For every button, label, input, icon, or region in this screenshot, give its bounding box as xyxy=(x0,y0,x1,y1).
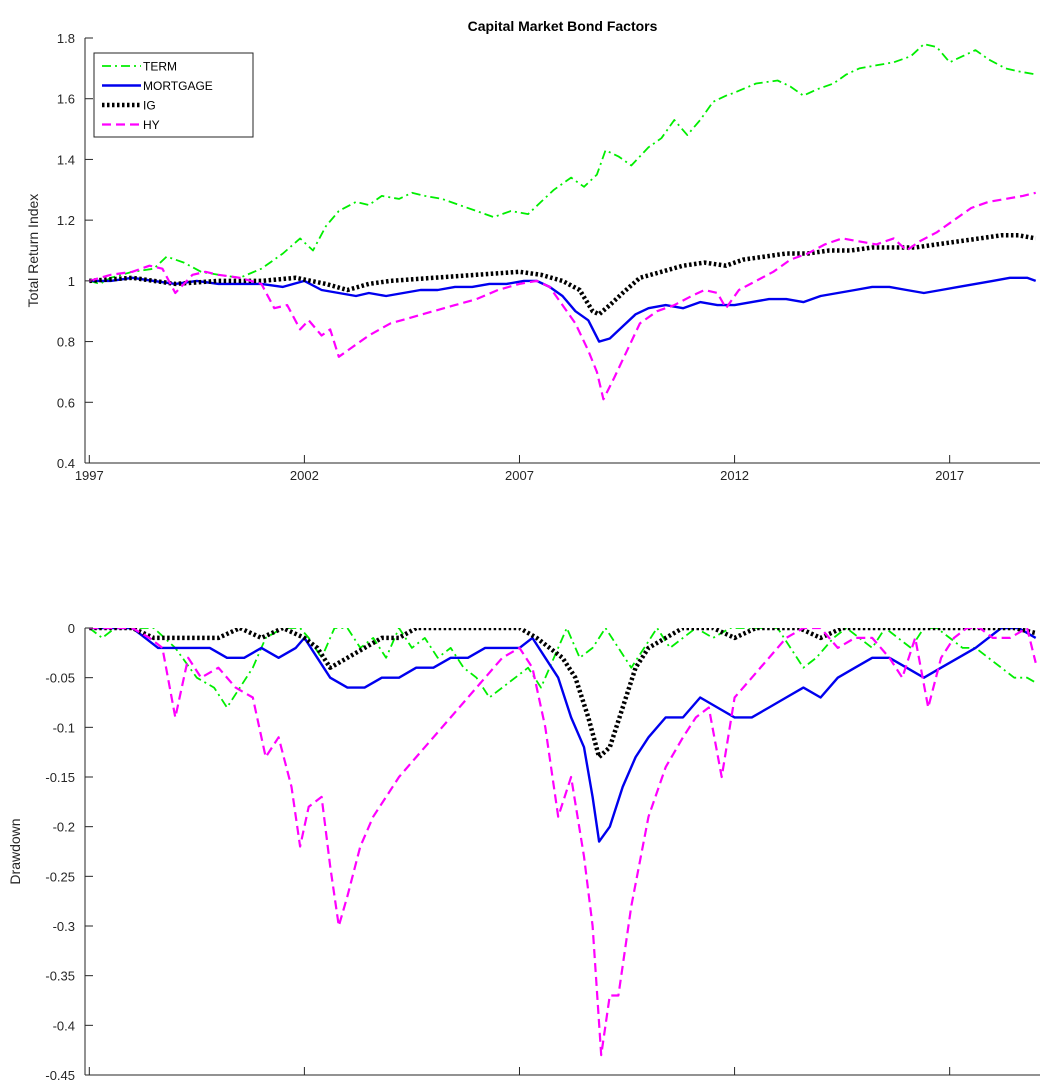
chart2-plot-area xyxy=(85,628,1040,1075)
chart1-legend-label-ig: IG xyxy=(143,99,156,113)
chart2-y-tick-label: -0.4 xyxy=(53,1018,75,1033)
chart2-y-tick-label: 0 xyxy=(68,621,75,636)
chart2-y-tick-label: -0.45 xyxy=(45,1068,75,1083)
chart1-y-axis-title: Total Return Index xyxy=(25,194,41,308)
chart1-y-tick-label: 0.4 xyxy=(57,456,75,471)
chart1-title: Capital Market Bond Factors xyxy=(468,18,658,34)
chart1-x-tick-label: 2017 xyxy=(935,468,964,483)
chart1-legend-label-hy: HY xyxy=(143,118,160,132)
chart2-y-tick-label: -0.05 xyxy=(45,671,75,686)
chart2-y-tick-label: -0.35 xyxy=(45,969,75,984)
chart2-y-tick-label: -0.1 xyxy=(53,720,75,735)
chart1-y-tick-label: 1.4 xyxy=(57,152,75,167)
chart1-y-tick-label: 1.8 xyxy=(57,31,75,46)
chart1-y-tick-label: 1 xyxy=(68,274,75,289)
chart1-legend-label-term: TERM xyxy=(143,60,177,74)
chart2-y-tick-label: -0.3 xyxy=(53,919,75,934)
chart1-y-tick-label: 0.6 xyxy=(57,395,75,410)
chart2-y-tick-label: -0.2 xyxy=(53,820,75,835)
chart1-x-tick-label: 2012 xyxy=(720,468,749,483)
chart1-x-tick-label: 2002 xyxy=(290,468,319,483)
chart1-legend-label-mortgage: MORTGAGE xyxy=(143,79,213,93)
chart2-y-tick-label: -0.15 xyxy=(45,770,75,785)
chart1-y-tick-label: 1.6 xyxy=(57,92,75,107)
chart1-y-tick-label: 1.2 xyxy=(57,213,75,228)
chart1-x-tick-label: 2007 xyxy=(505,468,534,483)
chart1-y-tick-label: 0.8 xyxy=(57,335,75,350)
chart2-y-tick-label: -0.25 xyxy=(45,869,75,884)
chart2-y-axis-title: Drawdown xyxy=(7,818,23,884)
chart1-x-tick-label: 1997 xyxy=(75,468,104,483)
